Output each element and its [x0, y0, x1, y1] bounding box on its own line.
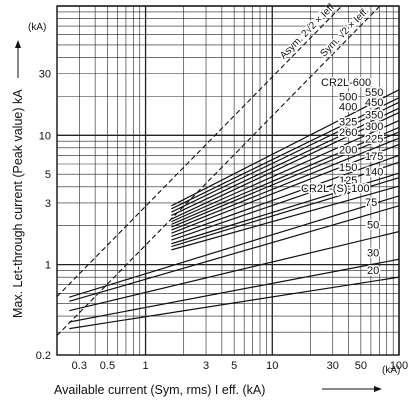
series-line — [69, 231, 399, 312]
series-label: 175 — [365, 151, 383, 163]
series-label: CR2L-(S)-100 — [301, 183, 369, 195]
series-label: 140 — [365, 167, 383, 179]
tick-labels: 0.3 0.5 1 3 5 10 30 50 100 0.2 1 3 5 10 30 — [36, 69, 408, 372]
series-label: 350 — [365, 110, 383, 122]
plot-frame — [56, 5, 400, 356]
series-line — [171, 131, 399, 228]
y-axis-unit: (kA) — [28, 22, 46, 33]
x-tick-label: 0.5 — [100, 360, 115, 372]
series-line — [69, 195, 399, 298]
x-axis-title: Available current (Sym, rms) I eff. (kA) — [54, 383, 265, 397]
x-tick-label: 50 — [355, 360, 367, 372]
series-label: 400 — [339, 102, 357, 114]
series-label: 325 — [339, 116, 357, 128]
x-tick-label: 3 — [203, 360, 209, 372]
series-label: 260 — [339, 127, 357, 139]
series-line — [171, 97, 399, 210]
y-tick-label: 3 — [45, 198, 51, 210]
series-line — [171, 126, 399, 225]
x-tick-label: 5 — [231, 360, 237, 372]
x-axis-arrowhead — [374, 386, 382, 392]
series-line — [171, 161, 399, 241]
x-tick-label: 30 — [327, 360, 339, 372]
series-line — [69, 205, 399, 302]
series-line — [171, 185, 399, 251]
reference-line — [57, 6, 381, 336]
series-line — [171, 137, 399, 231]
series-line — [69, 276, 399, 330]
series-line — [171, 120, 399, 223]
y-axis-title: Max. Let-through current (Peak value) kA — [11, 89, 25, 318]
y-tick-label: 0.2 — [36, 350, 51, 362]
series-label: 150 — [339, 162, 357, 174]
x-tick-label: 100 — [390, 360, 408, 372]
series-label: 75 — [365, 197, 377, 209]
x-tick-label: 1 — [143, 360, 149, 372]
series-line — [171, 143, 399, 234]
series-label: 125 — [339, 175, 357, 187]
series-label: 450 — [365, 97, 383, 109]
x-tick-label: 10 — [266, 360, 278, 372]
grid — [56, 5, 400, 356]
series-label: CR2L-600 — [321, 77, 371, 89]
series-lines — [69, 89, 399, 330]
x-tick-label: 0.3 — [72, 360, 87, 372]
series-label: 50 — [367, 220, 379, 232]
series-label: 20 — [367, 265, 379, 277]
y-axis-arrowhead — [15, 40, 21, 48]
series-label: 30 — [367, 247, 379, 259]
y-tick-label: 30 — [39, 69, 51, 81]
y-tick-label: 10 — [39, 130, 51, 142]
series-line — [171, 154, 399, 238]
series-label: 225 — [365, 133, 383, 145]
series-line — [171, 101, 399, 213]
series-label: 200 — [339, 144, 357, 156]
series-line — [171, 107, 399, 216]
x-axis-unit: (kA) — [382, 365, 400, 376]
series-line — [69, 258, 399, 323]
series-line — [171, 89, 399, 207]
reference-lines — [57, 6, 381, 336]
series-label: 550 — [365, 87, 383, 99]
y-tick-label: 1 — [45, 260, 51, 272]
series-line — [171, 111, 399, 220]
series-label: 300 — [365, 121, 383, 133]
y-tick-label: 5 — [45, 169, 51, 181]
series-line — [171, 177, 399, 248]
series-line — [171, 172, 399, 245]
reference-line — [57, 6, 343, 298]
series-label: 500 — [339, 91, 357, 103]
